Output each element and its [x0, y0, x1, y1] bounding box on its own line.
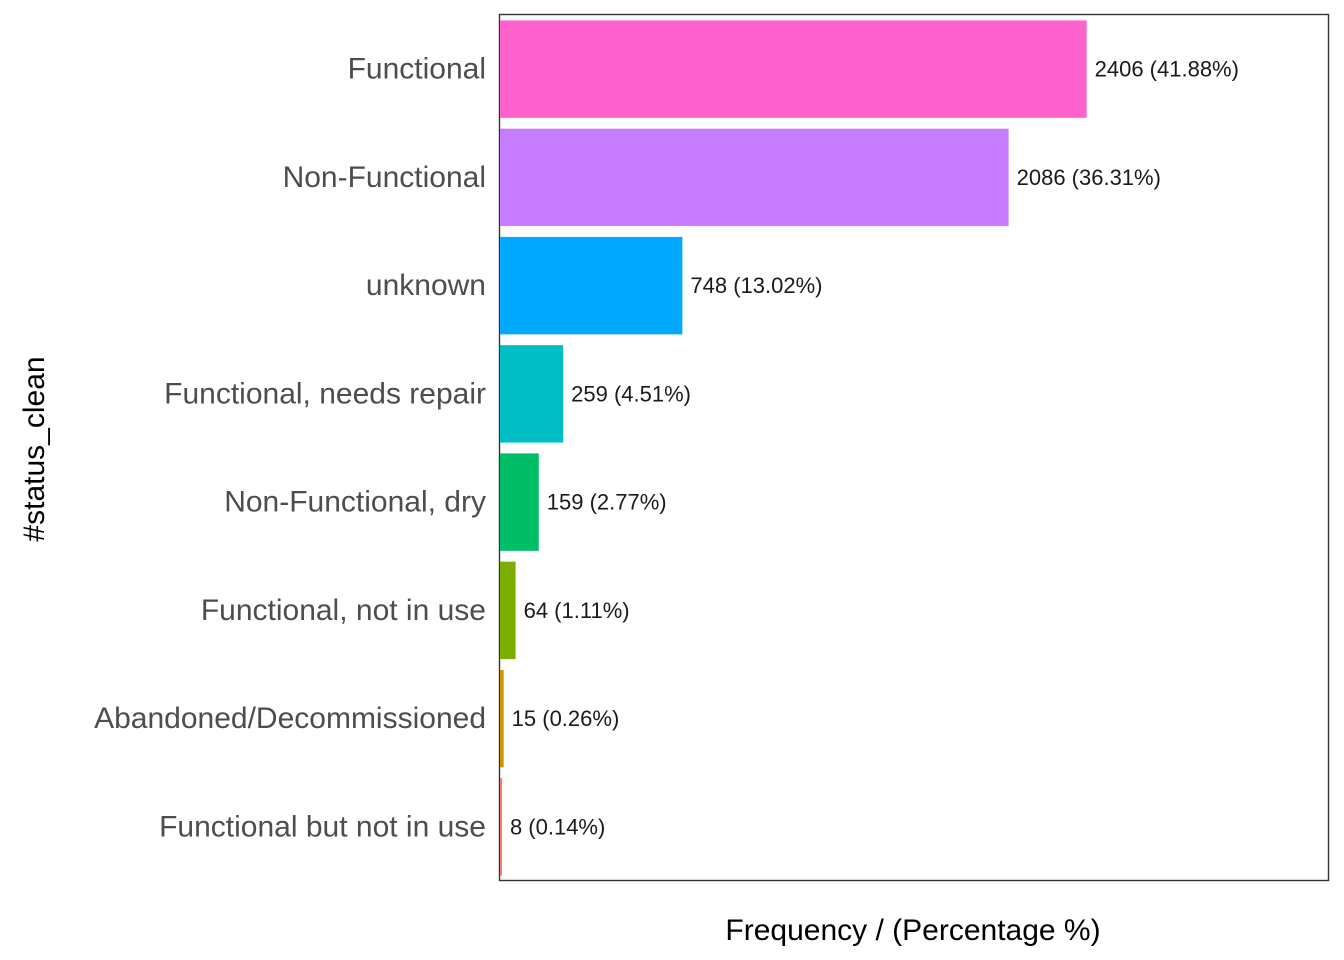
- category-tick-label: Non-Functional, dry: [224, 486, 486, 519]
- bar: [500, 453, 539, 551]
- bar-data-label: 159 (2.77%): [547, 490, 667, 515]
- bar: [500, 669, 504, 768]
- bar-data-label: 748 (13.02%): [690, 273, 822, 298]
- bar-data-label: 64 (1.11%): [524, 598, 630, 623]
- x-axis-title: Frequency / (Percentage %): [725, 914, 1100, 947]
- bar: [500, 345, 564, 443]
- category-tick-label: unknown: [366, 269, 486, 302]
- bar: [500, 561, 516, 660]
- category-tick-label: Abandoned/Decommissioned: [94, 702, 486, 735]
- bar-data-label: 15 (0.26%): [512, 706, 620, 731]
- bar-data-label: 259 (4.51%): [571, 381, 691, 406]
- bar: [500, 236, 683, 335]
- y-axis-title: #status_clean: [18, 356, 51, 541]
- category-tick-label: Non-Functional: [283, 161, 486, 194]
- bar-data-label: 8 (0.14%): [510, 814, 605, 839]
- bar: [500, 778, 502, 876]
- bar: [500, 20, 1087, 118]
- category-tick-label: Functional: [348, 53, 486, 86]
- category-tick-label: Functional, not in use: [201, 594, 486, 627]
- data-labels: 2406 (41.88%) 2086 (36.31%) 748 (13.02%) 25…: [510, 57, 1239, 840]
- category-labels: Functional Non-Functional unknown Functiona…: [94, 53, 486, 844]
- bar: [500, 128, 1009, 227]
- category-tick-label: Functional but not in use: [159, 810, 486, 843]
- bars-group: [500, 20, 1087, 876]
- category-tick-label: Functional, needs repair: [164, 377, 486, 410]
- bar-data-label: 2406 (41.88%): [1095, 57, 1239, 82]
- bar-data-label: 2086 (36.31%): [1017, 165, 1161, 190]
